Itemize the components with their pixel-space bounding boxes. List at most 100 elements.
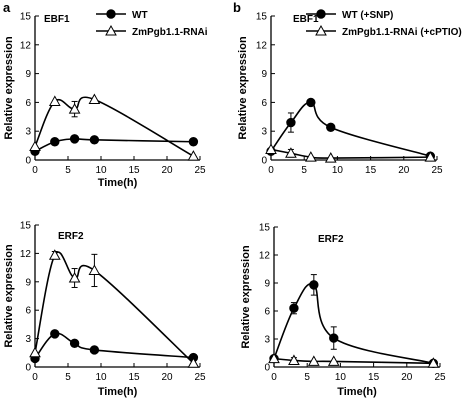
y-axis-label: Relative expression — [3, 36, 15, 140]
y-tick-label: 15 — [20, 221, 32, 232]
y-tick-label: 0 — [25, 156, 31, 167]
panel-label: b — [233, 0, 241, 15]
x-tick-label: 5 — [65, 165, 71, 176]
y-tick-label: 3 — [25, 334, 31, 345]
x-tick-label: 5 — [304, 372, 310, 383]
y-tick-label: 0 — [261, 156, 267, 167]
legend-marker — [315, 24, 327, 36]
x-tick-label: 20 — [161, 165, 173, 176]
y-tick-label: 12 — [259, 251, 271, 262]
data-point — [307, 355, 320, 366]
series-line — [34, 332, 194, 359]
data-point — [48, 95, 61, 106]
x-tick-label: 25 — [431, 165, 443, 176]
x-tick-label: 25 — [194, 165, 206, 176]
panel-a-erf2: 0 3 6 9 12 15 0 5 10 15 20 25 Relative expression Tim… — [3, 221, 206, 399]
x-tick-label: 25 — [194, 372, 206, 383]
data-point — [50, 137, 60, 147]
x-tick-label: 15 — [128, 372, 140, 383]
y-tick-label: 9 — [25, 69, 31, 80]
data-point — [309, 280, 319, 290]
y-tick-label: 3 — [25, 127, 31, 138]
data-point — [285, 147, 297, 158]
x-tick-label: 25 — [434, 372, 446, 383]
data-point — [88, 93, 101, 105]
x-tick-label: 15 — [128, 165, 140, 176]
data-point — [50, 329, 60, 339]
data-point — [69, 338, 80, 349]
legend-marker — [105, 24, 117, 36]
x-tick-label: 15 — [365, 165, 377, 176]
series-line — [270, 101, 431, 157]
series-line — [34, 251, 194, 364]
y-tick-label: 3 — [264, 335, 270, 346]
data-point — [424, 151, 437, 162]
y-tick-label: 12 — [20, 40, 32, 51]
data-point — [265, 143, 277, 154]
data-point — [427, 357, 440, 368]
data-point — [88, 264, 101, 275]
legend-marker — [316, 9, 326, 19]
x-tick-label: 20 — [398, 165, 410, 176]
x-tick-label: 0 — [271, 372, 277, 383]
x-axis-label: Time(h) — [98, 386, 138, 398]
data-point — [289, 303, 299, 313]
x-tick-label: 0 — [268, 165, 274, 176]
y-tick-label: 6 — [25, 98, 31, 109]
data-point — [29, 346, 41, 358]
series-line — [273, 283, 434, 365]
y-axis-label: Relative expression — [237, 36, 249, 140]
x-tick-label: 5 — [65, 372, 71, 383]
y-tick-label: 15 — [20, 12, 32, 23]
x-tick-label: 10 — [95, 165, 107, 176]
data-point — [89, 345, 100, 355]
data-point — [268, 352, 280, 364]
chart-title: EBF1 — [293, 14, 319, 25]
y-tick-label: 6 — [264, 307, 270, 318]
x-tick-label: 15 — [368, 372, 380, 383]
y-tick-label: 12 — [20, 249, 32, 260]
legend-label: WT — [132, 10, 148, 21]
data-point — [29, 140, 41, 152]
y-tick-label: 6 — [25, 306, 31, 317]
y-tick-label: 0 — [264, 363, 270, 374]
x-tick-label: 20 — [161, 372, 173, 383]
y-tick-label: 6 — [261, 98, 267, 109]
legend-marker — [106, 9, 116, 19]
x-axis-label: Time(h) — [337, 386, 377, 398]
legend-label: WT (+SNP) — [342, 10, 393, 21]
data-point — [68, 103, 81, 114]
data-point — [324, 152, 337, 163]
y-tick-label: 15 — [259, 223, 271, 234]
data-point — [326, 122, 336, 133]
data-point — [187, 357, 200, 368]
y-tick-label: 15 — [256, 12, 268, 23]
y-tick-label: 9 — [264, 279, 270, 290]
data-point — [69, 134, 80, 144]
chart-title: ERF2 — [318, 234, 344, 245]
panel-b-ebf1: 0 3 6 9 12 15 0 5 10 15 20 25 Relative expression EBF… — [233, 0, 462, 176]
x-tick-label: 0 — [32, 372, 38, 383]
x-tick-label: 10 — [95, 372, 107, 383]
legend-label: ZmPgb1.1-RNAi (+cPTIO) — [342, 27, 462, 38]
y-tick-label: 12 — [256, 40, 268, 51]
panel-label: a — [3, 0, 11, 15]
data-point — [188, 137, 199, 147]
data-point — [327, 355, 340, 366]
data-point — [89, 135, 100, 145]
y-tick-label: 9 — [25, 277, 31, 288]
data-point — [187, 150, 200, 161]
chart-title: ERF2 — [58, 231, 84, 242]
x-axis-label: Time(h) — [98, 177, 138, 189]
panel-a-ebf1: 0 3 6 9 12 15 0 5 10 15 20 25 Relative expression Tim… — [3, 0, 208, 189]
y-axis-label: Relative expression — [240, 245, 252, 349]
x-tick-label: 10 — [335, 372, 347, 383]
data-point — [306, 97, 316, 108]
y-tick-label: 9 — [261, 69, 267, 80]
data-point — [68, 271, 81, 283]
data-point — [329, 333, 339, 343]
data-point — [288, 354, 300, 365]
data-point — [304, 151, 317, 162]
y-tick-label: 3 — [261, 127, 267, 138]
